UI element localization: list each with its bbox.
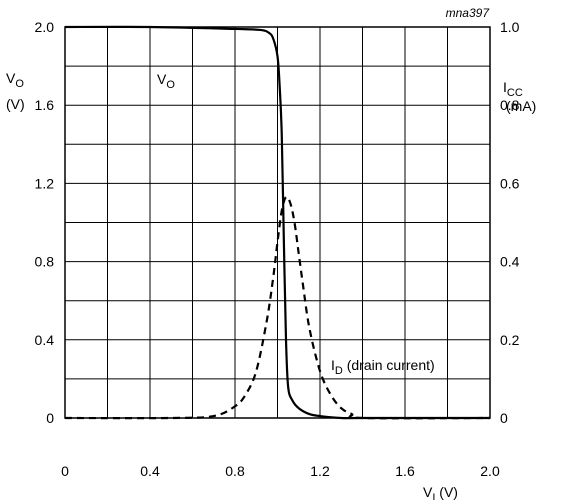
series-label-id: ID (drain current): [331, 357, 435, 377]
series-label-vo: VO: [157, 71, 175, 91]
y-left-axis-unit: (V): [6, 96, 25, 112]
y-right-tick-label: 0.2: [500, 332, 520, 348]
series-line-vo: [64, 25, 490, 420]
y-right-axis-unit: (mA): [506, 98, 536, 114]
y-left-tick-label: 0: [46, 410, 54, 426]
y-right-tick-label: 0.8: [500, 97, 520, 113]
y-left-tick-label: 2.0: [35, 19, 55, 35]
y-right-tick-label: 0: [500, 410, 508, 426]
y-right-axis-label: ICC: [503, 79, 523, 99]
x-tick-labels: 0 0.4 0.8 1.2 1.6 2.0: [61, 463, 500, 479]
x-tick-label: 1.6: [395, 463, 415, 479]
x-tick-label: 1.2: [310, 463, 330, 479]
y-right-tick-label: 1.0: [500, 19, 520, 35]
y-left-tick-label: 0.4: [35, 332, 55, 348]
x-tick-label: 0: [61, 463, 69, 479]
y-right-tick-label: 0.6: [500, 175, 520, 191]
y-left-tick-label: 1.2: [35, 175, 55, 191]
x-tick-label: 0.8: [225, 463, 245, 479]
y-left-tick-labels: 0 0.4 0.8 1.2 1.6 2.0: [35, 19, 55, 426]
plot-frame: [64, 26, 491, 419]
y-right-tick-labels: 0 0.2 0.4 0.6 0.8 1.0: [500, 19, 520, 426]
x-axis-label: VI (V): [423, 484, 458, 500]
x-tick-label: 0.4: [140, 463, 160, 479]
series-lines: [64, 25, 491, 420]
x-tick-label: 2.0: [480, 463, 500, 479]
y-left-tick-label: 0.8: [35, 254, 55, 270]
figure-tag: mna397: [446, 6, 491, 20]
y-left-tick-label: 1.6: [35, 97, 55, 113]
y-right-tick-label: 0.4: [500, 254, 520, 270]
y-left-axis-label: VO: [6, 70, 24, 90]
